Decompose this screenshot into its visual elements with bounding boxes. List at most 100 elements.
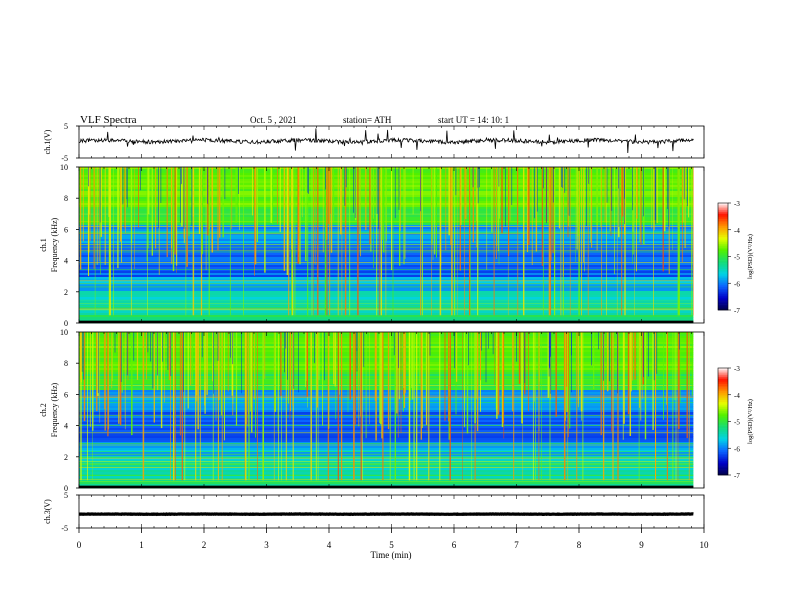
station-label: station= ATH: [343, 115, 392, 125]
colorbar-label: log(PSD)(V²/Hz): [747, 234, 754, 279]
spectrogram-row: [79, 386, 694, 389]
colorbar-cell: [718, 450, 728, 453]
colorbar-cell: [718, 430, 728, 433]
colorbar-cell: [718, 466, 728, 469]
spectrogram-row: [79, 319, 694, 322]
colorbar-cell: [718, 233, 728, 236]
colorbar-cell: [718, 301, 728, 304]
colorbar-cell: [718, 249, 728, 252]
spectrogram-row: [79, 356, 694, 359]
colorbar-cell: [718, 385, 728, 388]
spectrogram-row: [79, 360, 694, 363]
colorbar-cell: [718, 446, 728, 449]
colorbar-cell: [718, 432, 728, 435]
waveform-trace: [79, 512, 694, 517]
spectrogram-row: [79, 428, 694, 431]
spectrogram-row: [79, 438, 694, 441]
colorbar-cell: [718, 398, 728, 401]
colorbar-cell: [718, 460, 728, 463]
colorbar-cell: [718, 288, 728, 291]
dc-strip: [79, 320, 694, 323]
colorbar-cell: [718, 247, 728, 250]
spectrogram-row: [79, 406, 694, 409]
colorbar-cell: [718, 217, 728, 220]
colorbar-cell: [718, 222, 728, 225]
spectrogram-row: [79, 484, 694, 487]
colorbar-cell: [718, 256, 728, 259]
waveform-frame: [78, 494, 705, 529]
spectrogram-row: [79, 366, 694, 369]
colorbar-cell: [718, 206, 728, 209]
colorbar-cell: [718, 244, 728, 247]
colorbar-cell: [718, 251, 728, 254]
y-axis-label-channel: ch.1: [39, 238, 48, 252]
colorbar-cell: [718, 283, 728, 286]
spectrogram-row: [79, 372, 694, 375]
colorbar-cell: [718, 252, 728, 256]
colorbar-cell: [718, 417, 728, 421]
colorbar-cell: [718, 224, 728, 227]
colorbar-cell: [718, 295, 728, 298]
colorbar-cell: [718, 382, 728, 385]
colorbar-cell: [718, 416, 728, 419]
x-tick-label: 10: [700, 540, 710, 550]
spectrogram-row: [79, 376, 694, 379]
spectrogram-row: [79, 432, 694, 435]
colorbar-cell: [718, 281, 728, 284]
y-tick-label: -5: [61, 154, 68, 163]
x-tick-label: 4: [327, 540, 332, 550]
y-tick-label: 10: [60, 328, 68, 337]
spectrogram-row: [79, 470, 694, 473]
colorbar-cell: [718, 455, 728, 458]
colorbar-cell: [718, 444, 728, 447]
colorbar-cell: [718, 467, 728, 470]
colorbar-cell: [718, 371, 728, 374]
y-tick-label: 0: [64, 319, 68, 328]
spectrogram-row: [79, 362, 694, 365]
y-tick-label: 4: [64, 422, 68, 431]
spectrogram-row: [79, 476, 694, 479]
start-ut-label: start UT = 14: 10: 1: [438, 115, 509, 125]
colorbar-tick-label: -7: [734, 307, 740, 315]
colorbar-cell: [718, 473, 728, 476]
colorbar-cell: [718, 373, 728, 376]
colorbar-cell: [718, 227, 728, 231]
colorbar-tick-label: -5: [734, 419, 740, 427]
colorbar-cell: [718, 226, 728, 229]
colorbar-cell: [718, 277, 728, 280]
colorbar-cell: [718, 426, 728, 429]
colorbar-cell: [718, 203, 728, 206]
y-tick-label: 0: [64, 484, 68, 493]
y-axis-label-channel: ch.2: [39, 403, 48, 417]
colorbar-cell: [718, 462, 728, 465]
y-tick-label: 2: [64, 288, 68, 297]
colorbar-tick-label: -4: [734, 227, 740, 235]
colorbar-cell: [718, 293, 728, 297]
spectrogram-panel-2: 0 2 4 6 8 10 ch.1 Frequency (kHz) -3 -4 -5 -6 -7 log(…: [39, 163, 754, 328]
colorbar-cell: [718, 308, 728, 311]
colorbar-tick-label: -6: [734, 445, 740, 453]
y-tick-label: 8: [64, 194, 68, 203]
spectrogram-row: [79, 336, 694, 339]
colorbar-cell: [718, 258, 728, 261]
spectrogram-row: [79, 442, 694, 445]
colorbar-cell: [718, 425, 728, 428]
colorbar-cell: [718, 469, 728, 472]
spectrogram-row: [79, 420, 694, 423]
colorbar-cell: [718, 428, 728, 431]
colorbar-cell: [718, 435, 728, 438]
spectrogram-row: [79, 396, 694, 399]
colorbar-cell: [718, 265, 728, 268]
spectrogram-row: [79, 388, 694, 391]
y-axis-label-frequency: Frequency (kHz): [50, 217, 59, 272]
spectrogram-row: [79, 458, 694, 461]
spectrogram-row: [79, 352, 694, 355]
colorbar-cell: [718, 276, 728, 279]
x-tick-label: 6: [452, 540, 457, 550]
spectrogram-row: [79, 338, 694, 341]
spectrogram-row: [79, 380, 694, 383]
colorbar-cell: [718, 453, 728, 456]
colorbar-cell: [718, 208, 728, 211]
colorbar-cell: [718, 437, 728, 440]
